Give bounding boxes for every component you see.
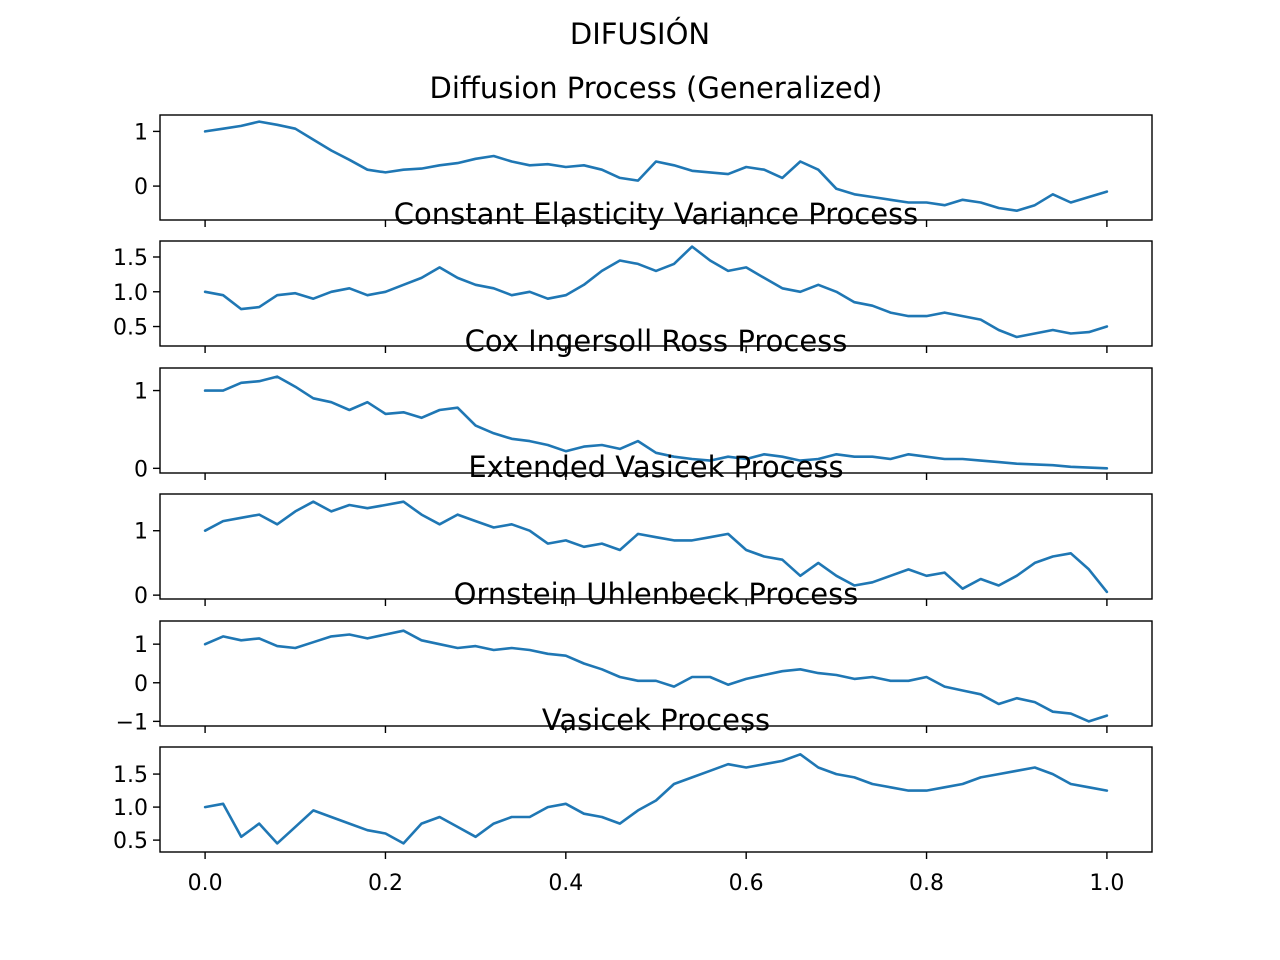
subplot-constant-elasticity-variance-process: 0.5 1.0 1.5 Constant Elasticity Variance Pr… <box>113 197 1153 353</box>
subplot-diffusion-process-generalized: 0 1 Diffusion Process (Generalized) <box>134 71 1153 227</box>
y-tick-label-diffusion-process-generalized: 1 <box>134 120 148 145</box>
axes-frame-ornstein-uhlenbeck-process <box>159 620 1153 727</box>
y-tick-label-ornstein-uhlenbeck-process: −1 <box>116 710 148 735</box>
series-line-diffusion-process-generalized <box>203 120 1109 212</box>
subplot-vasicek-process: 0.5 1.0 1.5 0.0 0.2 0.4 0.6 0.8 1.0 Vasicek Proce… <box>113 703 1153 896</box>
subplot-title-diffusion-process-generalized: Diffusion Process (Generalized) <box>430 71 883 105</box>
subplot-title-cox-ingersoll-ross-process: Cox Ingersoll Ross Process <box>465 324 848 358</box>
y-tick-label-vasicek-process: 1.0 <box>113 796 148 821</box>
series-line-cox-ingersoll-ross-process <box>203 375 1109 470</box>
series-line-extended-vasicek-process <box>203 500 1109 594</box>
subplot-title-vasicek-process: Vasicek Process <box>542 703 770 737</box>
y-tick-label-extended-vasicek-process: 0 <box>134 584 148 609</box>
series-line-vasicek-process <box>203 752 1109 845</box>
axes-frame-diffusion-process-generalized <box>159 114 1153 221</box>
y-tick-label-extended-vasicek-process: 1 <box>134 520 148 545</box>
x-tick-label-vasicek-process: 0.8 <box>909 871 944 896</box>
subplot-title-ornstein-uhlenbeck-process: Ornstein Uhlenbeck Process <box>454 577 859 611</box>
y-tick-label-ornstein-uhlenbeck-process: 1 <box>134 633 148 658</box>
x-tick-label-vasicek-process: 0.0 <box>188 871 223 896</box>
series-line-ornstein-uhlenbeck-process <box>203 629 1109 723</box>
axes-frame-extended-vasicek-process <box>159 493 1153 600</box>
axes-frame-vasicek-process <box>159 746 1153 853</box>
subplot-cox-ingersoll-ross-process: 0 1 Cox Ingersoll Ross Process <box>134 324 1153 482</box>
y-tick-label-diffusion-process-generalized: 0 <box>134 175 148 200</box>
series-line-constant-elasticity-variance-process <box>203 245 1109 339</box>
y-tick-label-cox-ingersoll-ross-process: 1 <box>134 380 148 405</box>
y-tick-label-constant-elasticity-variance-process: 0.5 <box>113 316 148 341</box>
y-tick-label-constant-elasticity-variance-process: 1.5 <box>113 246 148 271</box>
y-tick-label-constant-elasticity-variance-process: 1.0 <box>113 281 148 306</box>
x-tick-label-vasicek-process: 0.2 <box>368 871 403 896</box>
subplot-ornstein-uhlenbeck-process: −1 0 1 Ornstein Uhlenbeck Process <box>116 577 1153 735</box>
axes-frame-cox-ingersoll-ross-process <box>159 367 1153 474</box>
x-tick-label-vasicek-process: 1.0 <box>1089 871 1124 896</box>
figure-suptitle: DIFUSIÓN <box>570 17 710 51</box>
y-tick-label-vasicek-process: 1.5 <box>113 763 148 788</box>
subplot-title-constant-elasticity-variance-process: Constant Elasticity Variance Process <box>394 197 919 231</box>
axes-frame-constant-elasticity-variance-process <box>159 240 1153 347</box>
y-tick-label-ornstein-uhlenbeck-process: 0 <box>134 672 148 697</box>
subplot-title-extended-vasicek-process: Extended Vasicek Process <box>468 450 843 484</box>
x-tick-label-vasicek-process: 0.6 <box>729 871 764 896</box>
y-tick-label-vasicek-process: 0.5 <box>113 829 148 854</box>
x-tick-label-vasicek-process: 0.4 <box>548 871 583 896</box>
y-tick-label-cox-ingersoll-ross-process: 0 <box>134 457 148 482</box>
subplot-extended-vasicek-process: 0 1 Extended Vasicek Process <box>134 450 1153 609</box>
